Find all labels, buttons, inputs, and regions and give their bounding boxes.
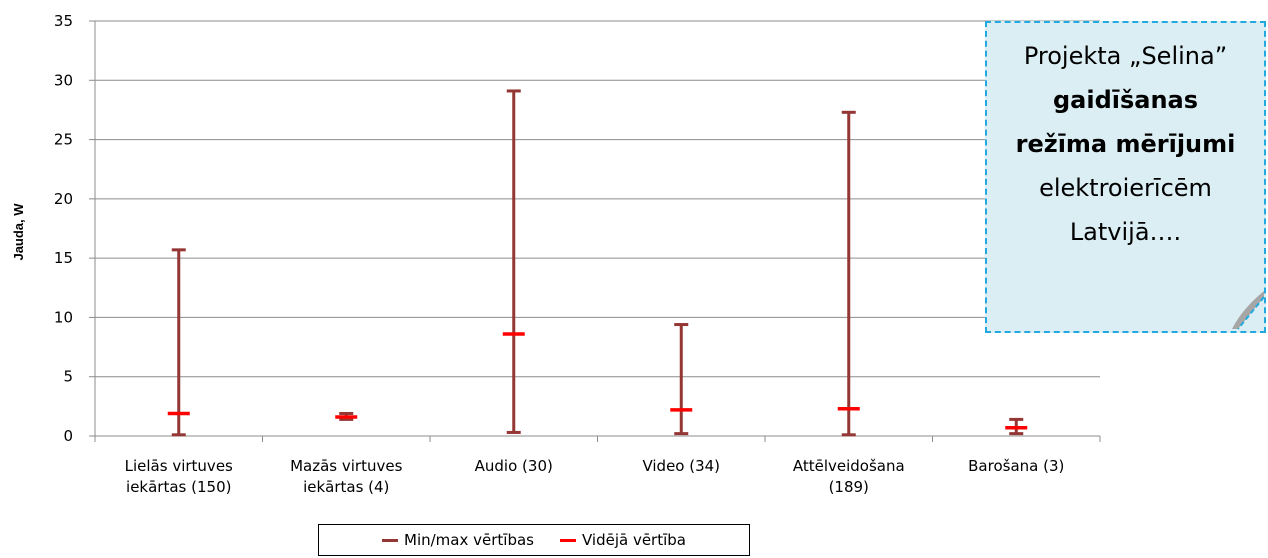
y-tick-label-30: 30 bbox=[54, 71, 73, 89]
callout-line-2: gaidīšanas bbox=[1052, 86, 1199, 114]
x-tick-label-1: Mazās virtuves iekārtas (4) bbox=[290, 457, 402, 496]
min-max-bars bbox=[171, 89, 1024, 437]
y-tick-label-5: 5 bbox=[63, 368, 73, 386]
callout-line-4: elektroierīcēm bbox=[1039, 174, 1212, 202]
y-axis-label: Jauda, W bbox=[11, 203, 26, 261]
callout-note: Projekta „Selina” gaidīšanas režīma mērī… bbox=[985, 21, 1266, 333]
page-curl-icon bbox=[1232, 291, 1264, 330]
legend-item-mean: Vidējā vērtība bbox=[559, 531, 686, 549]
callout-line-3: režīma mērījumi bbox=[1015, 130, 1236, 158]
callout-line-1: Projekta „Selina” bbox=[1023, 42, 1228, 70]
y-tick-label-15: 15 bbox=[54, 249, 73, 267]
x-tick-labels: Lielās virtuves iekārtas (150) Mazās virtu… bbox=[125, 457, 1065, 496]
x-tick-label-0: Lielās virtuves iekārtas (150) bbox=[125, 457, 233, 496]
x-tick-label-3: Video (34) bbox=[642, 457, 720, 475]
y-tick-label-35: 35 bbox=[54, 12, 73, 30]
legend-swatch-minmax bbox=[382, 538, 398, 542]
callout-line-5: Latvijā…. bbox=[1069, 218, 1182, 246]
y-tick-label-10: 10 bbox=[54, 308, 73, 326]
axes bbox=[89, 20, 1101, 442]
x-tick-label-2: Audio (30) bbox=[475, 457, 553, 475]
legend-swatch-mean bbox=[559, 538, 576, 542]
gridlines bbox=[95, 20, 1100, 378]
y-tick-label-25: 25 bbox=[54, 131, 73, 149]
x-tick-label-4: Attēlveidošana (189) bbox=[793, 457, 905, 496]
x-tick-label-5: Barošana (3) bbox=[968, 457, 1064, 475]
mean-markers bbox=[167, 332, 1028, 430]
legend: Min/max vērtības Vidējā vērtība bbox=[318, 524, 750, 556]
legend-label-minmax: Min/max vērtības bbox=[404, 531, 534, 549]
y-tick-labels: 0 5 10 15 20 25 30 35 bbox=[54, 12, 73, 445]
y-tick-label-0: 0 bbox=[63, 427, 73, 445]
legend-label-mean: Vidējā vērtība bbox=[581, 531, 686, 549]
error-bar-chart: 0 5 10 15 20 25 30 35 Lielās virtuves iekārtas (… bbox=[11, 12, 1101, 496]
legend-item-minmax: Min/max vērtības bbox=[382, 531, 534, 549]
y-tick-label-20: 20 bbox=[54, 190, 73, 208]
